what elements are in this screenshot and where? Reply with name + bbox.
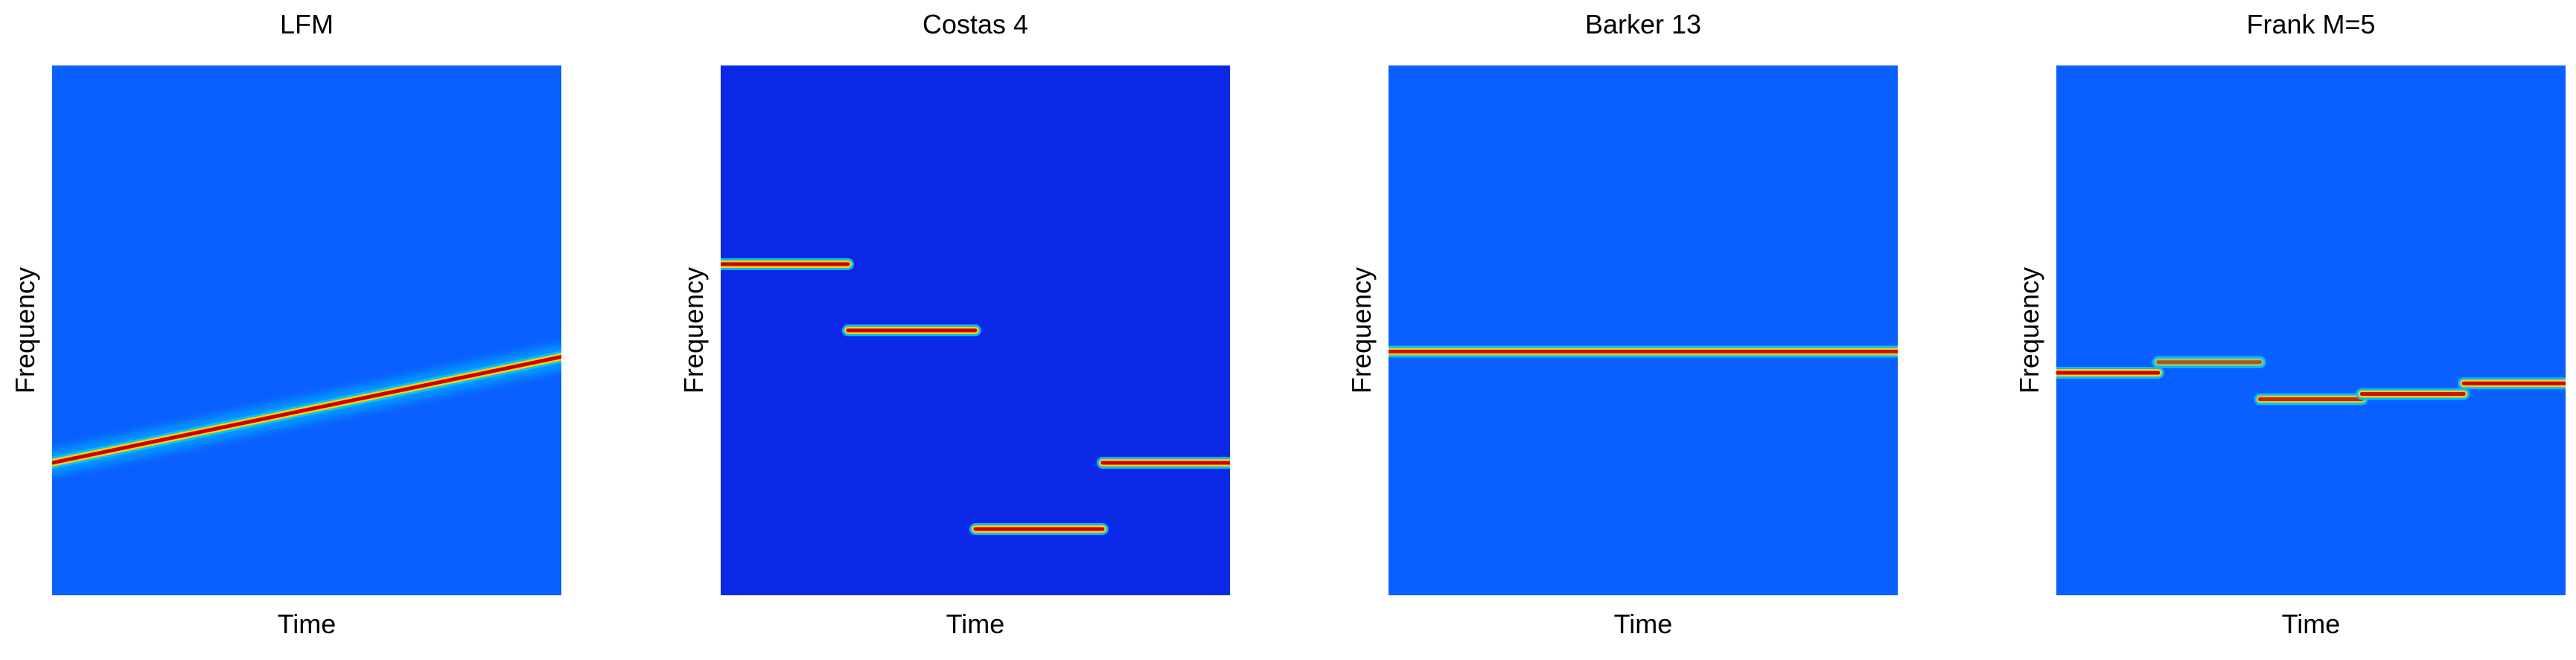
panel-lfm: LFM Frequency Time [0, 0, 596, 660]
panel-title: LFM [280, 9, 334, 39]
x-axis-label: Time [1613, 609, 1673, 639]
y-axis-label: Frequency [1346, 266, 1377, 394]
panel-title: Barker 13 [1584, 9, 1702, 39]
x-axis-label: Time [2281, 609, 2341, 639]
x-axis-label: Time [277, 609, 337, 639]
heatmap-background [2056, 65, 2566, 595]
heatmap-plot-barker [1389, 65, 1898, 595]
heatmap-plot-frank [2056, 65, 2566, 595]
heatmap-background [52, 65, 561, 595]
panel-title: Frank M=5 [2246, 9, 2376, 39]
panel-frank: Frank M=5 Frequency Time [2004, 0, 2576, 660]
y-axis-label: Frequency [2014, 266, 2044, 394]
heatmap-plot-lfm [52, 65, 561, 595]
panel-barker: Barker 13 Frequency Time [1336, 0, 1932, 660]
y-axis-label: Frequency [10, 266, 40, 394]
ridge-0 [52, 344, 561, 475]
heatmap-background [1389, 65, 1898, 595]
panel-costas: Costas 4 Frequency Time [669, 0, 1264, 660]
x-axis-label: Time [946, 609, 1005, 639]
heatmap-plot-costas [721, 65, 1230, 595]
y-axis-label: Frequency [678, 266, 709, 394]
panel-title: Costas 4 [922, 9, 1029, 39]
